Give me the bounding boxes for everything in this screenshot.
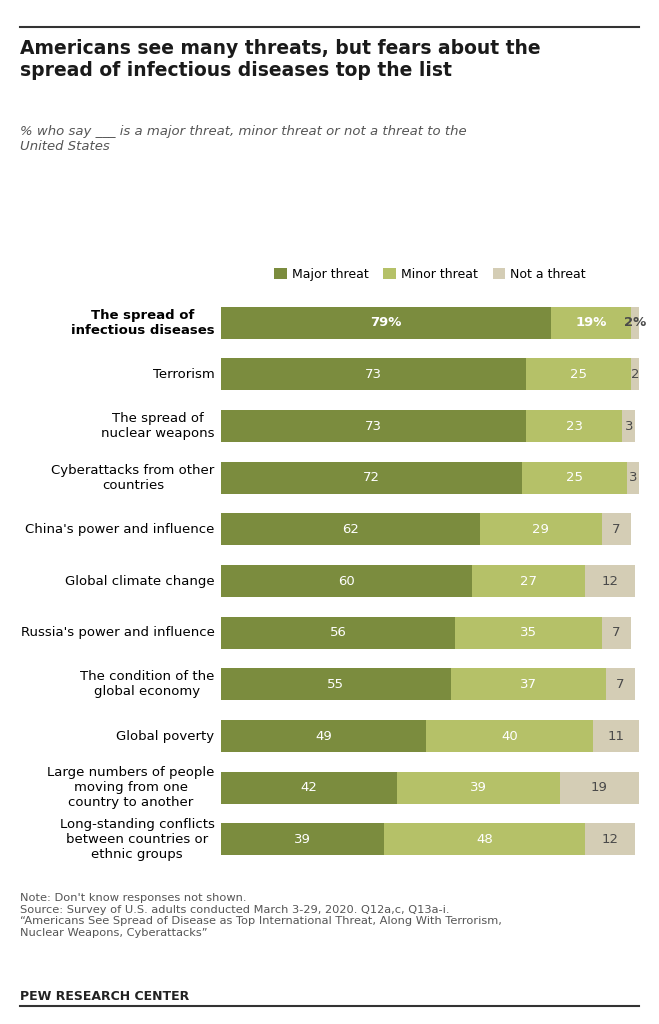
Bar	[426, 720, 593, 753]
Text: 27: 27	[520, 574, 537, 588]
Text: 2%: 2%	[624, 316, 646, 330]
Bar	[559, 772, 639, 804]
Text: 12: 12	[602, 574, 618, 588]
Text: 73: 73	[365, 368, 382, 381]
Bar	[221, 720, 426, 753]
Bar	[221, 669, 451, 700]
Bar	[585, 565, 635, 597]
Bar	[631, 307, 639, 339]
Text: Americans see many threats, but fears about the
spread of infectious diseases to: Americans see many threats, but fears ab…	[20, 39, 540, 80]
Text: 72: 72	[363, 471, 380, 484]
Text: 79%: 79%	[370, 316, 402, 330]
Text: 25: 25	[570, 368, 587, 381]
Bar	[221, 410, 527, 442]
Text: 49: 49	[315, 730, 331, 742]
Text: The condition of the
global economy: The condition of the global economy	[80, 671, 214, 698]
Bar	[221, 565, 472, 597]
Bar	[593, 720, 639, 753]
Bar	[552, 307, 631, 339]
Text: 3: 3	[625, 420, 633, 432]
Text: Global poverty: Global poverty	[117, 730, 214, 742]
Bar	[221, 616, 455, 649]
Bar	[472, 565, 585, 597]
Bar	[627, 462, 639, 494]
Text: Cyberattacks from other
countries: Cyberattacks from other countries	[51, 464, 214, 492]
Text: Global climate change: Global climate change	[65, 574, 214, 588]
Text: 62: 62	[342, 523, 359, 536]
Bar	[585, 823, 635, 855]
Bar	[221, 823, 384, 855]
Legend: Major threat, Minor threat, Not a threat: Major threat, Minor threat, Not a threat	[274, 268, 586, 281]
Text: 11: 11	[608, 730, 625, 742]
Text: 12: 12	[602, 833, 618, 846]
Text: China's power and influence: China's power and influence	[25, 523, 214, 536]
Text: 39: 39	[294, 833, 311, 846]
Text: 55: 55	[328, 678, 345, 691]
Bar	[221, 307, 552, 339]
Text: PEW RESEARCH CENTER: PEW RESEARCH CENTER	[20, 990, 189, 1004]
Text: 19%: 19%	[575, 316, 607, 330]
Text: 7: 7	[612, 627, 621, 639]
Text: 73: 73	[365, 420, 382, 432]
Text: Note: Don't know responses not shown.
Source: Survey of U.S. adults conducted Ma: Note: Don't know responses not shown. So…	[20, 893, 501, 938]
Text: 29: 29	[532, 523, 550, 536]
Bar	[221, 513, 480, 546]
Bar	[480, 513, 602, 546]
Bar	[221, 772, 397, 804]
Bar	[451, 669, 606, 700]
Bar	[522, 462, 627, 494]
Bar	[221, 358, 527, 390]
Bar	[602, 513, 631, 546]
Text: 40: 40	[501, 730, 518, 742]
Text: 39: 39	[470, 781, 486, 795]
Text: 56: 56	[330, 627, 347, 639]
Bar	[384, 823, 585, 855]
Bar	[623, 410, 635, 442]
Bar	[397, 772, 559, 804]
Text: 19: 19	[591, 781, 608, 795]
Bar	[631, 358, 639, 390]
Bar	[221, 462, 522, 494]
Bar	[455, 616, 602, 649]
Text: 48: 48	[476, 833, 493, 846]
Text: 23: 23	[566, 420, 583, 432]
Text: Large numbers of people
moving from one
country to another: Large numbers of people moving from one …	[47, 766, 214, 809]
Text: Terrorism: Terrorism	[153, 368, 214, 381]
Text: 37: 37	[520, 678, 537, 691]
Text: 7: 7	[612, 523, 621, 536]
Text: The spread of
infectious diseases: The spread of infectious diseases	[71, 309, 214, 337]
Text: % who say ___ is a major threat, minor threat or not a threat to the
United Stat: % who say ___ is a major threat, minor t…	[20, 125, 467, 153]
Text: 3: 3	[629, 471, 637, 484]
Text: 25: 25	[566, 471, 583, 484]
Text: 60: 60	[338, 574, 355, 588]
Bar	[606, 669, 635, 700]
Text: 42: 42	[301, 781, 317, 795]
Text: The spread of
nuclear weapons: The spread of nuclear weapons	[101, 412, 214, 440]
Bar	[527, 410, 623, 442]
Bar	[602, 616, 631, 649]
Text: 35: 35	[520, 627, 537, 639]
Text: Russia's power and influence: Russia's power and influence	[20, 627, 214, 639]
Text: 2: 2	[631, 368, 639, 381]
Bar	[527, 358, 631, 390]
Text: Long-standing conflicts
between countries or
ethnic groups: Long-standing conflicts between countrie…	[59, 818, 214, 861]
Text: 7: 7	[616, 678, 625, 691]
